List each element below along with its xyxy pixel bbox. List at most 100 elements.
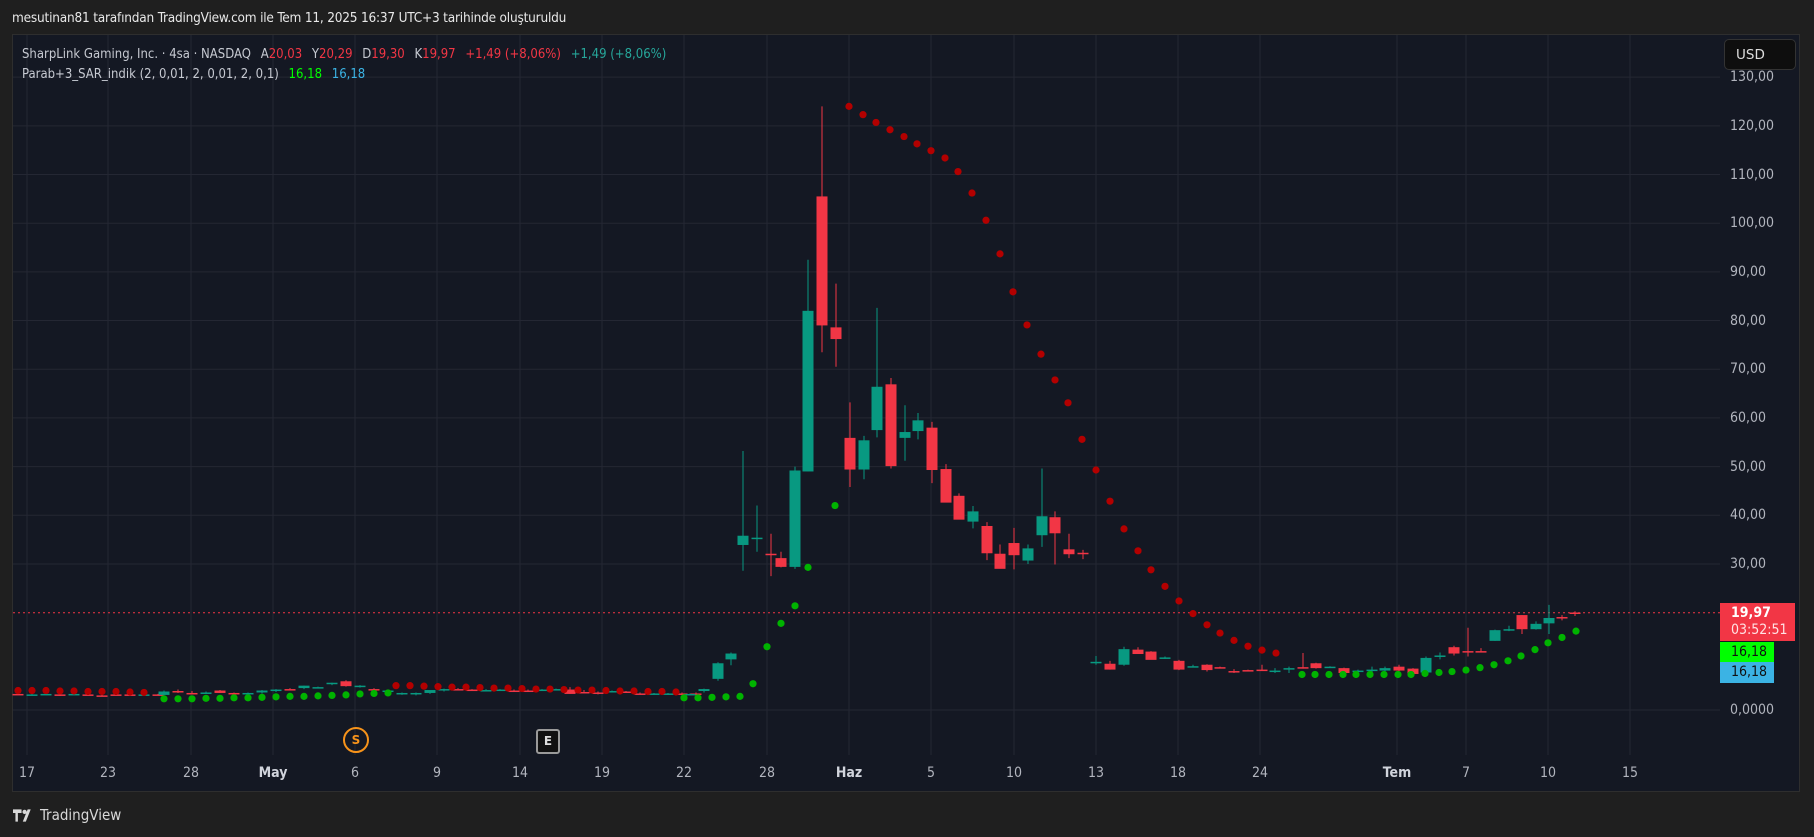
candle-body [82,694,94,696]
candle-body [1297,667,1309,669]
sar-dot [1161,582,1169,590]
sar-dot [356,690,364,698]
candle-body [1556,617,1568,619]
candle-body [953,495,965,520]
symbol-legend-row[interactable]: SharpLink Gaming, Inc. · 4sa · NASDAQ A2… [22,45,666,65]
low-value: 19,30 [371,47,405,62]
candle-body [1569,612,1581,614]
candle-body [967,511,979,522]
price-axis-label: 130,00 [1730,69,1775,86]
candle-body [40,693,52,696]
candle-body [110,694,122,696]
candle-body [885,384,897,467]
price-axis-label: 90,00 [1730,263,1767,280]
time-axis-label: 23 [99,765,117,781]
sar-dot [954,167,962,176]
candle-body [68,693,80,696]
time-axis-label: 14 [511,765,529,781]
sar-dot [630,687,638,695]
sar-dot [616,687,624,695]
indicator-name[interactable]: Parab+3_SAR_indik (2, 0,01, 2, 0,01, 2, … [22,67,279,82]
candle-body [994,553,1006,569]
tradingview-brand: TradingView [40,806,122,824]
candle-body [606,691,618,693]
sar-dot [504,684,512,692]
candle-body [54,694,66,696]
candle-body [438,689,450,691]
candle-body [158,691,170,695]
candle-body [737,535,749,545]
candle-body [200,692,212,694]
candle-body [1036,516,1048,536]
split-event-marker[interactable]: S [343,727,369,753]
candle-body [1393,666,1405,671]
sar-dot [518,684,526,693]
sar-dot [1298,670,1306,679]
candle-body [1310,663,1322,669]
candle-body [508,690,520,693]
sar-dot [42,686,50,695]
sar-dot [258,693,266,701]
sar-dot [70,687,78,695]
candle-body [1256,669,1268,672]
sar-dot [1572,627,1580,635]
sar-dot [28,686,36,695]
tradingview-logo[interactable]: TradingView [13,806,121,824]
sar-dot [546,685,554,693]
sar-dot [342,691,350,699]
sar-dot [1311,670,1319,679]
sar-dot [1051,376,1059,384]
candle-body [1201,664,1213,671]
indicator-legend-row[interactable]: Parab+3_SAR_indik (2, 0,01, 2, 0,01, 2, … [22,65,666,85]
candle-body [1242,670,1254,672]
price-axis-label: 0,0000 [1730,702,1775,718]
candle-body [270,689,282,692]
sar-dot [831,501,839,510]
sar-dot [913,140,921,148]
candle-body [1077,552,1089,555]
close-value: 19,97 [422,47,456,62]
sar-dot [84,687,92,696]
candle-body [1462,651,1474,653]
sar-dot [1366,670,1374,679]
time-axis-label: Tem [1382,765,1412,781]
sar-value-tag-1: 16,18 [1720,642,1774,662]
sar-dot [272,693,280,701]
candle-body [1434,655,1446,657]
candle-body [536,689,548,692]
sar-dot [448,683,456,691]
candle-body [981,525,993,554]
candle-body [1063,549,1075,555]
candle-body [1352,670,1364,673]
candle-body [684,693,696,696]
time-axis-label: 19 [593,765,611,781]
candle-body [1187,666,1199,668]
sar-dot [574,686,582,694]
sar-dot [202,694,210,702]
sar-dot [694,694,702,702]
candle-body [466,689,478,692]
sar-dot [1120,525,1128,533]
sar-dot [1517,652,1525,660]
change-value-secondary: +1,49 (+8,06%) [570,47,667,62]
candle-body [1324,666,1336,669]
sar-dot [1394,670,1402,679]
symbol-description[interactable]: SharpLink Gaming, Inc. · 4sa · NASDAQ [22,47,251,62]
currency-button[interactable]: USD [1724,39,1796,70]
candle-body [96,695,108,697]
chart-frame[interactable] [12,34,1800,792]
high-value: 20,29 [319,47,353,62]
candle-body [1283,668,1295,670]
sar-dot [216,694,224,702]
candle-body [284,689,296,691]
sar-dot [1134,547,1142,555]
candle-body [26,694,38,696]
candle-body [424,690,436,693]
earnings-event-marker[interactable]: E [536,729,560,754]
candle-body [1407,668,1419,674]
candle-body [789,470,801,567]
sar-dot [941,154,949,162]
candle-body [354,685,366,688]
candle-body [172,691,184,693]
